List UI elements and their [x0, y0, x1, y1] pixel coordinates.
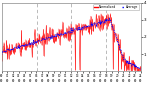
Legend: Normalized, Average: Normalized, Average [93, 4, 139, 10]
